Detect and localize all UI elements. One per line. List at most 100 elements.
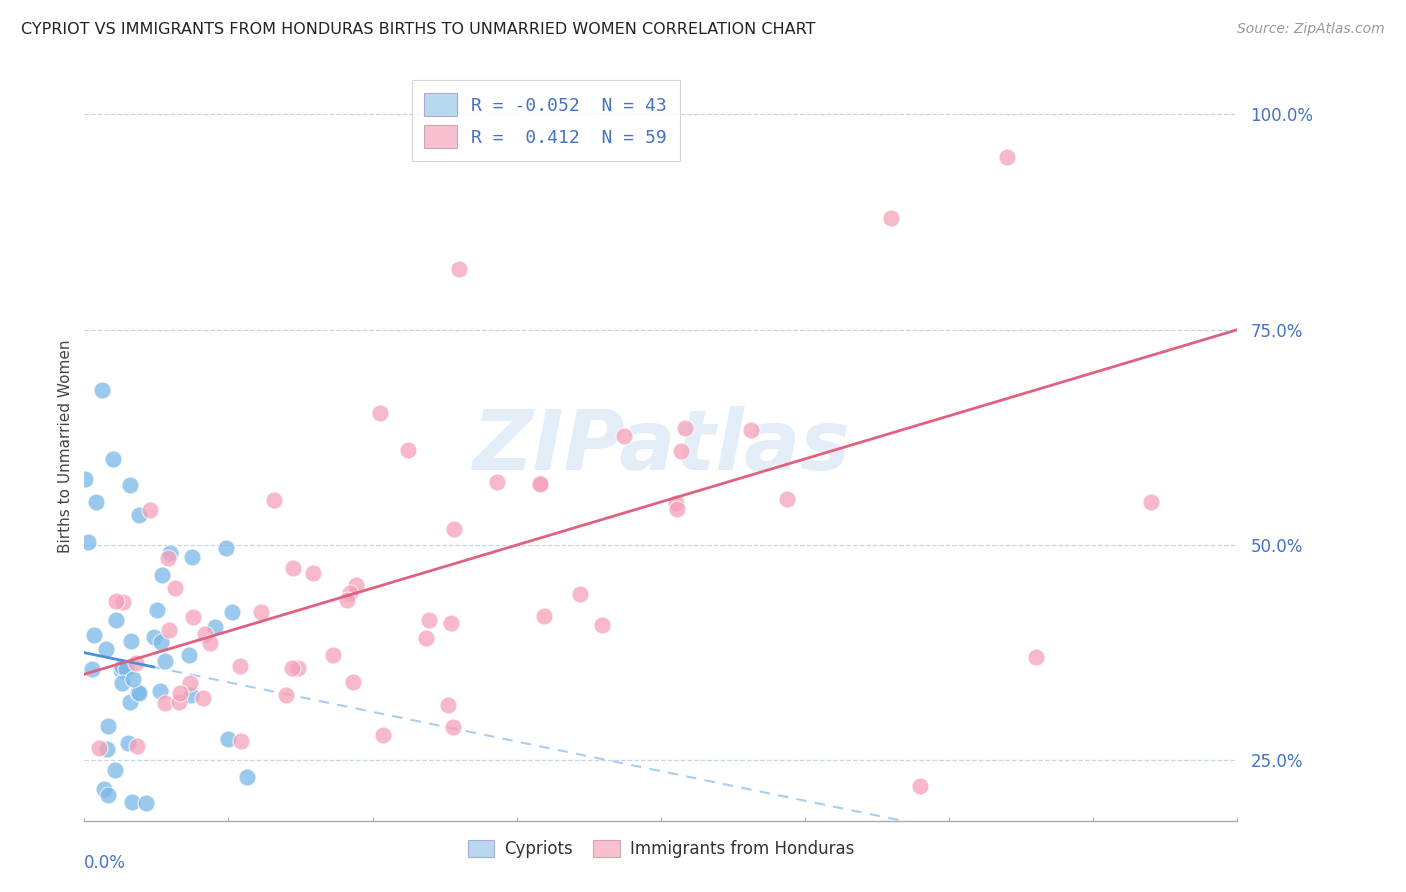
Point [149,684,172,698]
Point [169,686,191,700]
Point [104,763,127,777]
Point [179,648,201,662]
Point [910,779,932,793]
Point [76,534,98,549]
Point [111,660,134,674]
Legend: Cypriots, Immigrants from Honduras: Cypriots, Immigrants from Honduras [461,833,860,864]
Point [111,676,134,690]
Point [180,688,202,702]
Text: Source: ZipAtlas.com: Source: ZipAtlas.com [1237,22,1385,37]
Point [93,781,115,796]
Point [776,491,799,506]
Point [437,698,460,712]
Point [103,451,124,466]
Point [529,475,551,490]
Point [198,636,221,650]
Point [336,593,359,607]
Point [191,690,214,705]
Point [368,406,391,420]
Point [181,550,204,565]
Point [96,641,118,656]
Point [666,502,689,516]
Point [96,741,118,756]
Point [97,719,120,733]
Text: 0.0%: 0.0% [84,855,127,872]
Point [73,472,96,486]
Point [139,503,162,517]
Point [97,788,120,802]
Point [110,663,132,677]
Point [128,686,150,700]
Point [217,731,239,746]
Point [179,676,201,690]
Point [342,675,364,690]
Point [128,508,150,523]
Point [443,522,465,536]
Point [159,546,181,560]
Point [150,635,173,649]
Point [153,653,176,667]
Point [84,495,107,509]
Point [301,566,323,580]
Point [153,696,176,710]
Point [568,587,591,601]
Point [665,496,688,510]
Point [281,561,304,575]
Point [115,661,138,675]
Text: CYPRIOT VS IMMIGRANTS FROM HONDURAS BIRTHS TO UNMARRIED WOMEN CORRELATION CHART: CYPRIOT VS IMMIGRANTS FROM HONDURAS BIRT… [21,22,815,37]
Point [117,735,139,749]
Point [214,541,236,556]
Point [281,661,304,675]
Point [287,661,309,675]
Point [371,728,394,742]
Point [673,421,696,435]
Point [671,444,693,458]
Point [125,656,148,670]
Point [276,688,298,702]
Point [167,695,190,709]
Text: ZIPatlas: ZIPatlas [472,406,849,486]
Point [83,628,105,642]
Point [231,734,253,748]
Point [440,615,463,630]
Point [120,477,142,491]
Point [449,262,471,277]
Point [143,630,166,644]
Point [740,423,762,437]
Point [204,620,226,634]
Point [1025,650,1047,665]
Point [163,581,186,595]
Point [159,624,181,638]
Point [529,477,551,491]
Point [105,613,128,627]
Point [486,475,509,490]
Point [82,662,104,676]
Point [135,797,157,811]
Point [194,627,217,641]
Point [441,720,464,734]
Point [236,770,259,784]
Point [249,605,271,619]
Point [1140,495,1163,509]
Point [221,605,243,619]
Point [125,739,148,754]
Point [880,211,903,225]
Point [418,614,440,628]
Point [229,658,252,673]
Point [121,795,143,809]
Point [415,631,437,645]
Point [591,618,613,632]
Point [396,442,419,457]
Point [181,610,204,624]
Point [120,695,142,709]
Point [122,672,145,686]
Point [104,594,127,608]
Point [87,741,110,756]
Point [90,383,112,397]
Point [127,684,149,698]
Point [146,603,169,617]
Point [322,648,344,663]
Point [613,429,636,443]
Point [152,568,174,582]
Y-axis label: Births to Unmarried Women: Births to Unmarried Women [58,339,73,553]
